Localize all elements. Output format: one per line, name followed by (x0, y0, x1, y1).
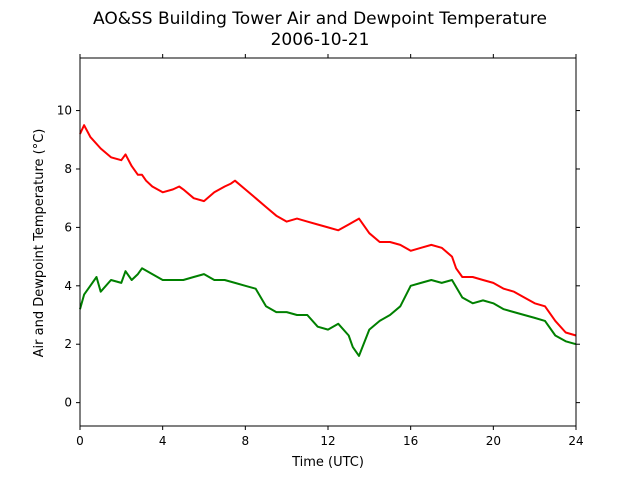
series-line-0 (79, 124, 577, 337)
x-tick-label: 16 (403, 434, 418, 448)
series-line-1 (79, 267, 577, 357)
series-layer (79, 124, 577, 357)
x-tick-label: 0 (76, 434, 84, 448)
y-tick-label: 4 (64, 279, 72, 293)
y-tick-label: 0 (64, 396, 72, 410)
x-axis-label: Time (UTC) (291, 455, 364, 470)
x-tick-label: 8 (242, 434, 250, 448)
chart-subtitle: 2006-10-21 (271, 30, 370, 50)
plot-frame (79, 57, 577, 427)
y-axis-label: Air and Dewpoint Temperature (°C) (32, 129, 47, 358)
y-tick-label: 6 (64, 220, 72, 234)
x-tick-label: 24 (568, 434, 583, 448)
x-tick-label: 12 (320, 434, 335, 448)
chart-title: AO&SS Building Tower Air and Dewpoint Te… (93, 9, 547, 29)
x-tick-label: 4 (159, 434, 167, 448)
y-tick-label: 2 (64, 337, 72, 351)
y-tick-label: 8 (64, 162, 72, 176)
y-tick-label: 10 (57, 104, 72, 118)
x-tick-label: 20 (486, 434, 501, 448)
